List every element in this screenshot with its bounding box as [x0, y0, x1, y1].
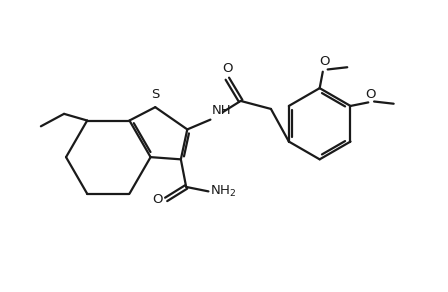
Text: O: O [152, 193, 163, 206]
Text: S: S [151, 88, 159, 101]
Text: O: O [319, 55, 329, 68]
Text: O: O [222, 62, 233, 75]
Text: O: O [365, 88, 376, 101]
Text: NH: NH [212, 105, 232, 117]
Text: NH$_2$: NH$_2$ [210, 184, 237, 199]
